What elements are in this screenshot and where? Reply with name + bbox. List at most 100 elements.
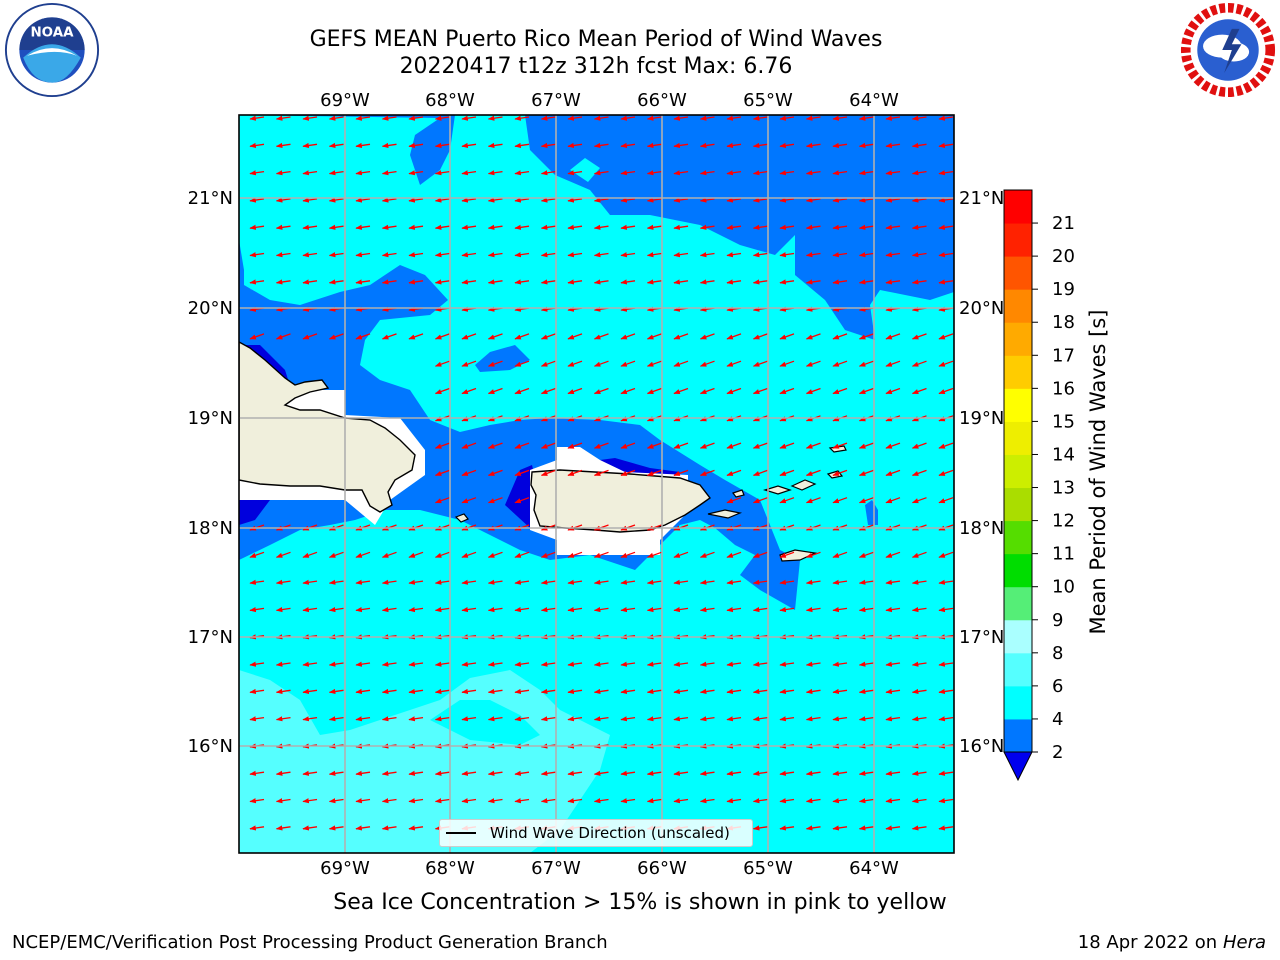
- wind-wave-arrow: [858, 579, 874, 585]
- wind-wave-arrow: [567, 579, 583, 585]
- wind-wave-arrow: [408, 333, 424, 340]
- wind-wave-arrow: [726, 115, 742, 121]
- gridlines: [239, 115, 954, 853]
- wind-wave-arrow: [752, 170, 768, 176]
- wind-wave-arrow: [593, 551, 609, 558]
- wind-wave-arrow: [752, 798, 768, 804]
- wind-wave-arrow: [514, 469, 530, 477]
- wind-wave-arrow: [567, 469, 583, 477]
- wind-wave-arrow: [779, 360, 795, 367]
- wind-wave-arrow: [858, 360, 874, 367]
- wind-wave-arrow: [487, 387, 503, 395]
- footer-date-text: 18 Apr 2022 on: [1077, 932, 1223, 953]
- wind-wave-arrow: [249, 142, 265, 149]
- wind-wave-arrow: [646, 170, 662, 176]
- colorbar-segment: [1004, 388, 1032, 422]
- wind-wave-arrow: [726, 716, 742, 722]
- wind-wave-arrow: [275, 170, 291, 176]
- lon-label-bottom: 65°W: [743, 858, 793, 879]
- wind-wave-arrow: [726, 798, 742, 804]
- wind-wave-arrow: [911, 442, 927, 449]
- wind-wave-arrow: [514, 798, 530, 804]
- wind-wave-arrow: [593, 661, 609, 667]
- wind-wave-arrow: [408, 279, 424, 285]
- wind-wave-arrow: [646, 716, 662, 722]
- wind-wave-arrow: [593, 170, 609, 176]
- wind-wave-arrow: [673, 170, 689, 176]
- wind-wave-arrow: [938, 825, 954, 831]
- noaa-logo: NOAA: [4, 2, 100, 98]
- wind-wave-arrow: [805, 688, 821, 695]
- wind-wave-arrow: [911, 279, 927, 285]
- land-virgin-islands-2: [790, 479, 817, 491]
- lon-label-bottom: 69°W: [320, 858, 370, 879]
- colorbar-tick-label: 19: [1052, 279, 1075, 300]
- wind-wave-arrow: [461, 688, 477, 695]
- wind-wave-arrow: [779, 716, 795, 722]
- wind-wave-arrow: [779, 115, 795, 121]
- wind-wave-arrow: [249, 252, 265, 258]
- wind-wave-arrow: [673, 688, 689, 695]
- wind-wave-arrow: [514, 333, 530, 340]
- lat-label-left: 18°N: [188, 518, 233, 539]
- colorbar-segment: [1004, 685, 1032, 720]
- wind-wave-arrow: [487, 716, 503, 722]
- wind-wave-arrow: [540, 688, 556, 695]
- lat-label-left: 16°N: [188, 736, 233, 757]
- wind-wave-arrow: [434, 798, 450, 804]
- wind-wave-arrow: [885, 142, 901, 149]
- wind-wave-arrow: [752, 579, 768, 585]
- wind-wave-arrow: [408, 579, 424, 585]
- colorbar-segment: [1004, 520, 1032, 555]
- wind-wave-arrow: [434, 716, 450, 722]
- wind-wave-arrow: [726, 469, 742, 477]
- wind-wave-arrow: [699, 170, 715, 176]
- wind-wave-arrow: [275, 252, 291, 258]
- wind-wave-arrow: [832, 716, 848, 722]
- wind-wave-arrow: [487, 688, 503, 695]
- wind-wave-arrow: [726, 252, 742, 258]
- wind-wave-arrow: [461, 442, 477, 449]
- wind-wave-arrow: [355, 716, 371, 722]
- wind-wave-arrow: [355, 197, 371, 203]
- wind-wave-arrow: [567, 252, 583, 258]
- wind-wave-arrow: [355, 333, 371, 340]
- wind-wave-arrow: [461, 279, 477, 285]
- wind-wave-arrow: [275, 825, 291, 831]
- wind-wave-arrow: [514, 606, 530, 613]
- wind-wave-arrow: [540, 197, 556, 203]
- wind-wave-arrow: [858, 770, 874, 776]
- wind-wave-arrow: [938, 142, 954, 149]
- wind-wave-arrow: [699, 469, 715, 477]
- lat-label-left: 17°N: [188, 627, 233, 648]
- wind-wave-arrow: [726, 360, 742, 367]
- wind-wave-arrow: [381, 770, 397, 776]
- colorbar-segment: [1004, 718, 1032, 753]
- wind-wave-arrow: [540, 579, 556, 585]
- wind-wave-arrow: [673, 606, 689, 613]
- wind-wave-arrow: [699, 142, 715, 149]
- wind-wave-arrow: [858, 252, 874, 258]
- wind-wave-arrow: [752, 387, 768, 395]
- wind-wave-arrow: [567, 770, 583, 776]
- wind-wave-arrow: [885, 360, 901, 367]
- wind-wave-arrow: [911, 469, 927, 477]
- wind-wave-arrow: [540, 252, 556, 258]
- legend-line-swatch: [446, 832, 476, 834]
- colorbar: 2 4 6 8 9 10 11 12 13 14 15 16 17 18 19 20 21 Mean Perio…: [1003, 189, 1110, 782]
- wind-wave-arrow: [911, 716, 927, 722]
- wind-wave-arrow: [699, 252, 715, 258]
- wind-wave-arrow: [434, 579, 450, 585]
- wind-wave-arrow: [752, 115, 768, 121]
- wind-wave-arrow: [858, 798, 874, 804]
- wind-wave-arrow: [567, 442, 583, 449]
- chart-subtitle: 20220417 t12z 312h fcst Max: 6.76: [399, 54, 793, 79]
- wind-wave-arrow: [620, 387, 636, 395]
- wind-wave-arrow: [673, 115, 689, 121]
- wind-wave-arrow: [885, 798, 901, 804]
- wind-wave-arrow: [514, 224, 530, 230]
- wind-wave-arrow: [885, 606, 901, 613]
- wind-wave-arrow: [832, 360, 848, 367]
- wind-wave-arrow: [434, 551, 450, 558]
- wind-wave-arrow: [726, 387, 742, 395]
